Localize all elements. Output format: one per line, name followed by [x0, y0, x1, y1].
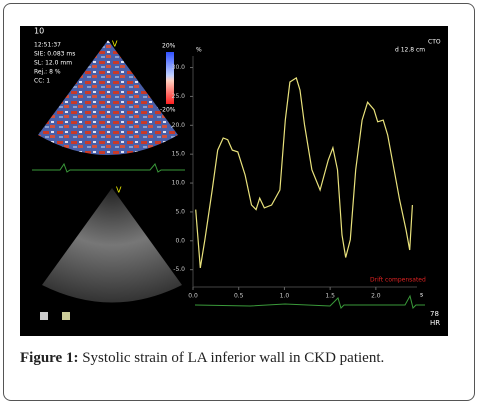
caption-label: Figure 1: — [20, 350, 79, 366]
depth-label: d 12.8 cm — [395, 47, 425, 54]
caption-text: Systolic strain of LA inferior wall in C… — [82, 350, 385, 366]
color-bar — [166, 52, 174, 104]
gray-sector — [42, 188, 182, 303]
y-tick-label: 20.0 — [172, 122, 186, 129]
ecg-trace — [32, 162, 185, 173]
x-tick-label: 0.0 — [188, 293, 198, 300]
strain-curve — [195, 76, 413, 268]
info-text: SL: 12.0 mm — [34, 60, 72, 67]
figure-frame — [3, 3, 475, 401]
y-tick-label: 25.0 — [172, 93, 186, 100]
marker: V — [112, 40, 118, 49]
caption: Figure 1: Systolic strain of LA inferior… — [20, 350, 384, 367]
y-tick-label: 10.0 — [172, 180, 186, 187]
drift-label: Drift compensated — [370, 277, 426, 284]
hr-label: HR — [430, 319, 440, 327]
icon — [62, 312, 70, 320]
x-tick-label: 2.0 — [371, 293, 381, 300]
y-tick-label: 15.0 — [172, 151, 186, 158]
scale-label: -20% — [160, 107, 176, 114]
info-text: Rej.: 8 % — [34, 69, 61, 76]
hr-value: 78 — [430, 310, 439, 318]
ecg-trace — [194, 294, 425, 309]
info-text: 12:51:37 — [34, 42, 61, 49]
y-tick-label: 0.0 — [175, 237, 185, 244]
x-tick-label: 1.0 — [280, 293, 290, 300]
y-tick-label: 5.0 — [175, 208, 185, 215]
marker: V — [116, 186, 122, 195]
color-sector — [38, 40, 178, 155]
x-tick-label: 1.5 — [325, 293, 335, 300]
frame-number: 10 — [34, 27, 44, 36]
x-tick-label: 0.5 — [234, 293, 244, 300]
info-text: SIE: 0.083 ms — [34, 51, 75, 58]
y-tick-label: -5.0 — [173, 266, 185, 273]
scale-label: 20% — [162, 43, 176, 50]
x-unit: s — [420, 292, 423, 299]
info-text: CC: 1 — [34, 78, 50, 85]
y-tick-label: 30.0 — [172, 64, 186, 71]
y-unit: % — [196, 47, 202, 54]
mode-label: CTO — [428, 39, 441, 46]
icon — [40, 312, 48, 320]
